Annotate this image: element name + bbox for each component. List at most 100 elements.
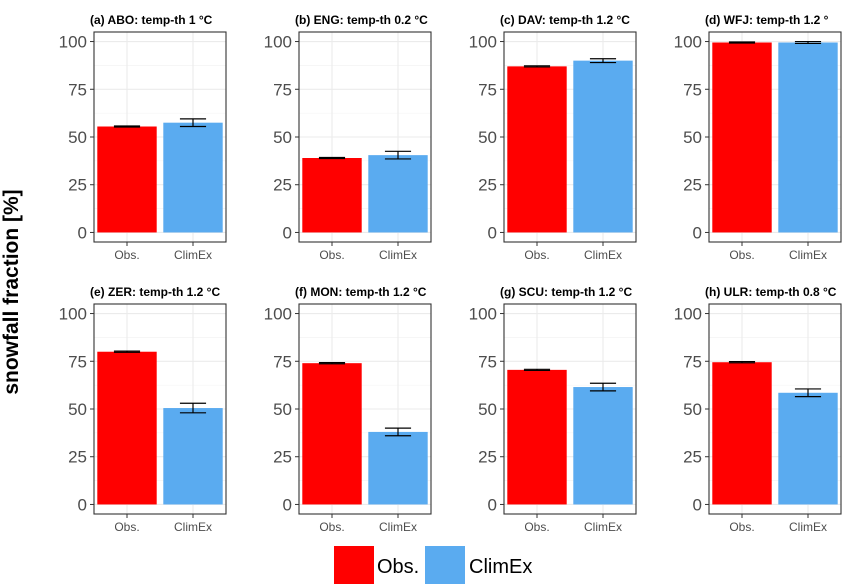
x-tick-label: ClimEx xyxy=(174,248,212,262)
y-tick-label: 100 xyxy=(264,305,292,324)
y-tick-label: 50 xyxy=(478,128,497,147)
y-axis-label: snowfall fraction [%] xyxy=(0,189,23,394)
bar-obs xyxy=(507,369,567,505)
error-bar xyxy=(384,427,412,437)
error-bar xyxy=(589,58,617,64)
y-tick-label: 100 xyxy=(264,33,292,52)
y-tick-label: 50 xyxy=(273,400,292,419)
x-tick-label: Obs. xyxy=(319,248,344,262)
error-bar xyxy=(728,361,756,364)
x-tick-label: Obs. xyxy=(524,248,549,262)
y-tick-label: 50 xyxy=(478,400,497,419)
y-tick-label: 25 xyxy=(683,176,702,195)
legend-label: Obs. xyxy=(377,556,419,578)
panel-title: (b) ENG: temp-th 0.2 °C xyxy=(295,13,428,27)
panel-border xyxy=(298,31,432,243)
y-tick-label: 75 xyxy=(68,80,87,99)
x-tick-label: Obs. xyxy=(729,520,754,534)
panel-border xyxy=(708,303,842,515)
y-tick-label: 100 xyxy=(469,33,497,52)
y-tick-label: 0 xyxy=(78,495,87,514)
x-tick-label: ClimEx xyxy=(584,520,622,534)
panel-title: (c) DAV: temp-th 1.2 °C xyxy=(500,13,630,27)
panel-6: (f) MON: temp-th 1.2 °C 0 25 50 75 100 Obs. Cli… xyxy=(264,285,432,534)
bar-obs xyxy=(302,158,362,233)
panel-title: (h) ULR: temp-th 0.8 °C xyxy=(705,285,837,299)
legend: Obs. ClimEx xyxy=(334,546,532,584)
panel-1: (a) ABO: temp-th 1 °C 0 25 50 75 100 Obs. ClimE… xyxy=(59,13,227,262)
y-tick-label: 75 xyxy=(478,352,497,371)
panel-border xyxy=(708,31,842,243)
bar-obs xyxy=(97,126,157,233)
x-tick-label: ClimEx xyxy=(174,520,212,534)
panel-border xyxy=(503,303,637,515)
panels: (a) ABO: temp-th 1 °C 0 25 50 75 100 Obs. ClimE… xyxy=(59,13,842,534)
panel-4: (d) WFJ: temp-th 1.2 ° 0 25 50 75 100 Obs. Clim… xyxy=(674,13,842,262)
x-tick-label: Obs. xyxy=(114,248,139,262)
legend-swatch xyxy=(425,546,465,584)
y-tick-label: 0 xyxy=(488,223,497,242)
legend-label: ClimEx xyxy=(469,556,532,578)
y-tick-label: 0 xyxy=(693,495,702,514)
panel-8: (h) ULR: temp-th 0.8 °C 0 25 50 75 100 Obs. Cli… xyxy=(674,285,842,534)
y-tick-label: 100 xyxy=(469,305,497,324)
bar-climex xyxy=(573,60,633,233)
x-tick-label: ClimEx xyxy=(379,248,417,262)
bar-climex xyxy=(778,392,838,505)
panel-title: (a) ABO: temp-th 1 °C xyxy=(90,13,213,27)
bar-climex xyxy=(163,408,223,505)
bar-climex xyxy=(163,122,223,233)
y-tick-label: 75 xyxy=(273,80,292,99)
y-tick-label: 100 xyxy=(59,33,87,52)
panel-2: (b) ENG: temp-th 0.2 °C 0 25 50 75 100 Obs. Cli… xyxy=(264,13,432,262)
x-tick-label: ClimEx xyxy=(789,248,827,262)
error-bar xyxy=(589,382,617,392)
error-bar xyxy=(113,125,141,128)
y-tick-label: 100 xyxy=(674,33,702,52)
y-tick-label: 0 xyxy=(78,223,87,242)
y-tick-label: 75 xyxy=(273,352,292,371)
legend-swatch xyxy=(334,546,374,584)
error-bar xyxy=(794,40,822,45)
panel-title: (e) ZER: temp-th 1.2 °C xyxy=(90,285,220,299)
y-tick-label: 25 xyxy=(683,448,702,467)
x-tick-label: Obs. xyxy=(319,520,344,534)
y-tick-label: 75 xyxy=(683,80,702,99)
bar-obs xyxy=(302,363,362,505)
panel-title: (g) SCU: temp-th 1.2 °C xyxy=(500,285,632,299)
error-bar xyxy=(523,65,551,68)
y-tick-label: 50 xyxy=(683,400,702,419)
error-bar xyxy=(794,388,822,398)
error-bar xyxy=(728,41,756,44)
y-tick-label: 25 xyxy=(478,448,497,467)
y-tick-label: 0 xyxy=(283,223,292,242)
y-tick-label: 25 xyxy=(68,448,87,467)
x-tick-label: ClimEx xyxy=(789,520,827,534)
bar-climex xyxy=(368,155,428,233)
error-bar xyxy=(179,118,207,128)
panel-5: (e) ZER: temp-th 1.2 °C 0 25 50 75 100 Obs. Cli… xyxy=(59,285,227,534)
y-tick-label: 25 xyxy=(478,176,497,195)
x-tick-label: Obs. xyxy=(524,520,549,534)
error-bar xyxy=(523,368,551,372)
y-tick-label: 75 xyxy=(478,80,497,99)
y-tick-label: 75 xyxy=(683,352,702,371)
panel-border xyxy=(93,31,227,243)
y-tick-label: 75 xyxy=(68,352,87,371)
y-tick-label: 50 xyxy=(68,128,87,147)
y-tick-label: 0 xyxy=(488,495,497,514)
x-tick-label: ClimEx xyxy=(584,248,622,262)
y-tick-label: 50 xyxy=(273,128,292,147)
panel-border xyxy=(93,303,227,515)
x-tick-label: Obs. xyxy=(114,520,139,534)
y-tick-label: 100 xyxy=(59,305,87,324)
y-tick-label: 25 xyxy=(273,176,292,195)
panel-border xyxy=(503,31,637,243)
error-bar xyxy=(113,350,141,353)
error-bar xyxy=(179,402,207,414)
x-tick-label: ClimEx xyxy=(379,520,417,534)
y-tick-label: 25 xyxy=(68,176,87,195)
panel-7: (g) SCU: temp-th 1.2 °C 0 25 50 75 100 Obs. Cli… xyxy=(469,285,637,534)
x-tick-label: Obs. xyxy=(729,248,754,262)
